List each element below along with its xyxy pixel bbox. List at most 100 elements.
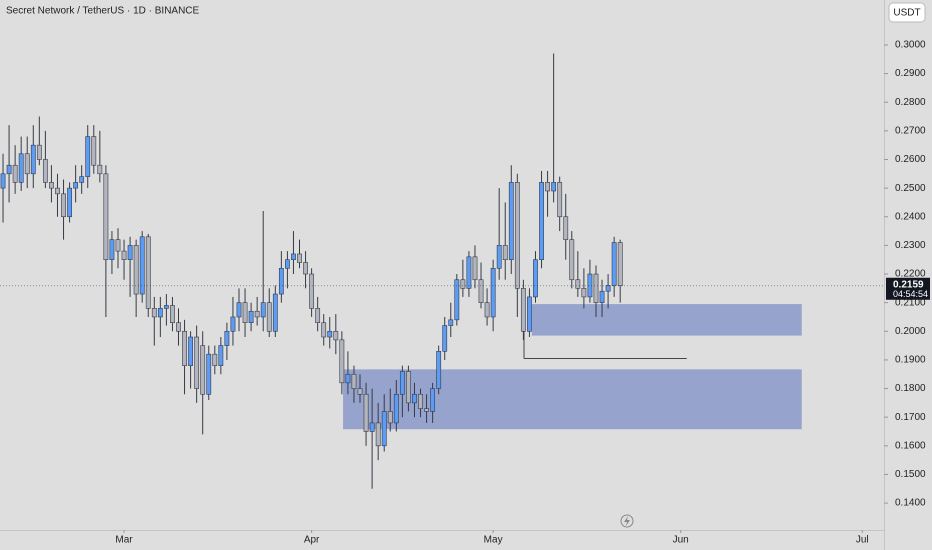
candle-body [436,351,442,389]
candle-body [85,136,91,177]
candle-body [18,153,24,183]
x-tick-label: Apr [304,535,320,546]
replay-icon-bolt [624,516,630,526]
candle-body [520,288,526,332]
candle-body [109,239,115,261]
replay-icon[interactable] [620,514,634,528]
candle-body [563,216,569,240]
candle-body [127,245,133,261]
candle-body [266,302,272,332]
last-price-label: 0.2159 [893,279,924,290]
candle-body [151,308,157,318]
candle-body [581,288,587,298]
y-tick-label: 0.2500 [895,183,926,194]
candle-body [321,322,327,338]
candle-body [67,187,72,218]
candle-body [297,253,302,263]
candle-body [351,373,357,389]
candle-body [442,325,448,352]
candle-body [12,164,18,183]
candle-body [387,411,393,424]
candle-body [593,273,599,303]
candle-body [430,388,436,412]
candle-body [617,242,623,287]
candle-body [121,250,127,261]
candle-body [539,182,544,261]
candle-body [272,293,278,332]
candle-body [79,176,85,183]
candle-body [248,310,254,323]
y-tick-label: 0.2200 [895,269,926,280]
y-tick-label: 0.1400 [895,498,926,509]
candle-body [285,259,290,269]
candle-body [236,302,242,318]
candle-body [406,371,411,404]
y-tick-label: 0.2600 [895,154,926,165]
candle-body [502,245,508,261]
candle-body [611,242,617,286]
candle-body [599,290,605,303]
candle-body [139,236,145,295]
chart-title: Secret Network / TetherUS · 1D · BINANCE [6,6,200,17]
candle-body [163,305,169,309]
y-tick-label: 0.1800 [895,383,926,394]
candle-body [188,336,193,366]
last-price-box [886,277,930,300]
candle-body [115,239,121,252]
candle-body [315,308,321,323]
candle-body [557,182,563,218]
candle-body [42,159,48,183]
countdown-label: 04:54:54 [893,289,928,299]
y-tick-label: 0.2800 [895,97,926,108]
y-tick-label: 0.2000 [895,326,926,337]
candle-body [36,144,42,160]
zone [343,369,802,430]
candle-body [424,408,429,412]
x-tick-label: May [484,535,503,546]
candle-body [399,371,405,395]
candle-body [278,267,284,295]
candle-body [345,373,351,384]
candle-body [6,164,12,175]
currency-button[interactable] [888,2,926,23]
candle-body [91,136,97,166]
candle-body [472,256,478,281]
candle-body [460,279,466,289]
candle-body [508,182,514,261]
candle-body [157,308,163,318]
candle-body [224,330,230,346]
candle-body [260,302,266,318]
candle-body [412,393,417,404]
currency-label[interactable]: USDT [893,8,920,19]
candle-body [466,256,472,289]
candle-body [218,345,224,366]
candle-body [605,285,611,292]
y-tick-label: 0.1900 [895,355,926,366]
candle-body [418,393,423,409]
candle-body [49,182,54,189]
candle-body [369,422,375,432]
candle-body [533,259,538,298]
x-tick-label: Jun [673,535,689,546]
candle-body [170,305,175,323]
y-tick-label: 0.3000 [895,40,926,51]
candle-body [545,182,550,192]
candle-body [145,236,151,309]
y-tick-label: 0.1500 [895,469,926,480]
candle-body [206,353,212,395]
candle-body [291,253,296,261]
candle-body [363,393,369,432]
y-tick-label: 0.2900 [895,68,926,79]
candle-body [484,302,490,318]
candle-body [182,330,187,366]
candle-body [551,182,557,192]
candle-body [200,345,206,395]
candle-body [176,322,181,332]
candle-body [339,339,345,384]
y-tick-label: 0.2400 [895,211,926,222]
candle-body [194,336,200,389]
candle-body [327,330,333,338]
candle-body [24,153,30,175]
candle-body [230,316,236,332]
zone [531,304,802,336]
